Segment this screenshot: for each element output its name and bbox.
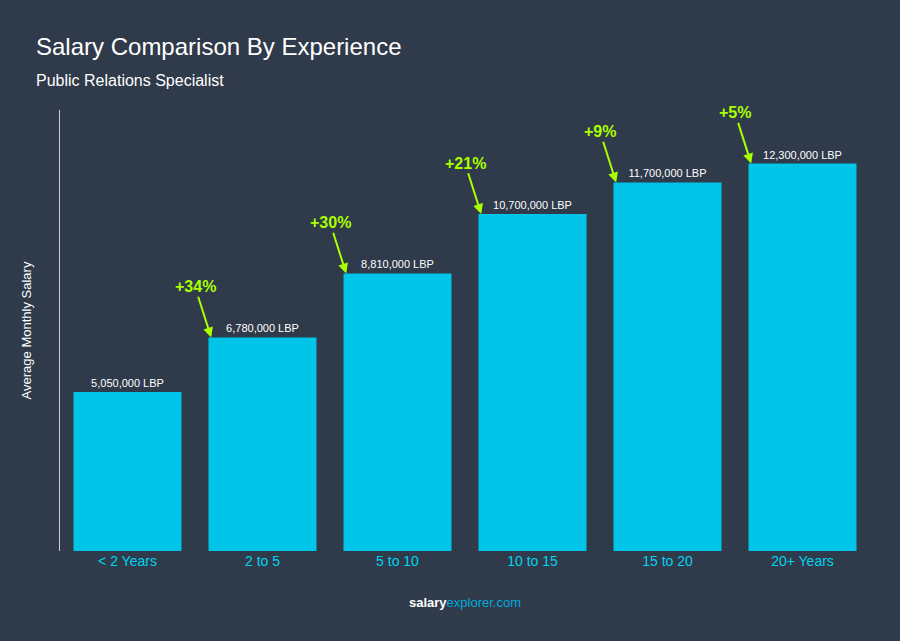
svg-text:+34%: +34% bbox=[175, 278, 216, 295]
svg-text:salaryexplorer.com: salaryexplorer.com bbox=[409, 595, 521, 610]
svg-text:5,050,000 LBP: 5,050,000 LBP bbox=[91, 377, 164, 389]
svg-text:Average Monthly Salary: Average Monthly Salary bbox=[19, 261, 34, 399]
svg-text:12,300,000 LBP: 12,300,000 LBP bbox=[763, 149, 842, 161]
svg-text:15 to 20: 15 to 20 bbox=[642, 553, 693, 569]
svg-text:2 to 5: 2 to 5 bbox=[245, 553, 280, 569]
svg-text:< 2 Years: < 2 Years bbox=[98, 553, 157, 569]
svg-text:+21%: +21% bbox=[445, 155, 486, 172]
svg-text:10,700,000 LBP: 10,700,000 LBP bbox=[493, 199, 572, 211]
svg-text:5 to 10: 5 to 10 bbox=[376, 553, 419, 569]
svg-text:8,810,000 LBP: 8,810,000 LBP bbox=[361, 258, 434, 270]
svg-text:6,780,000 LBP: 6,780,000 LBP bbox=[226, 322, 299, 334]
svg-text:+9%: +9% bbox=[584, 123, 616, 140]
svg-text:10 to 15: 10 to 15 bbox=[507, 553, 558, 569]
svg-text:20+ Years: 20+ Years bbox=[771, 553, 834, 569]
svg-text:Salary Comparison By Experienc: Salary Comparison By Experience bbox=[36, 33, 402, 60]
svg-text:Public Relations Specialist: Public Relations Specialist bbox=[36, 72, 224, 89]
svg-text:+5%: +5% bbox=[719, 104, 751, 121]
svg-text:11,700,000 LBP: 11,700,000 LBP bbox=[628, 167, 706, 179]
svg-text:+30%: +30% bbox=[310, 214, 351, 231]
